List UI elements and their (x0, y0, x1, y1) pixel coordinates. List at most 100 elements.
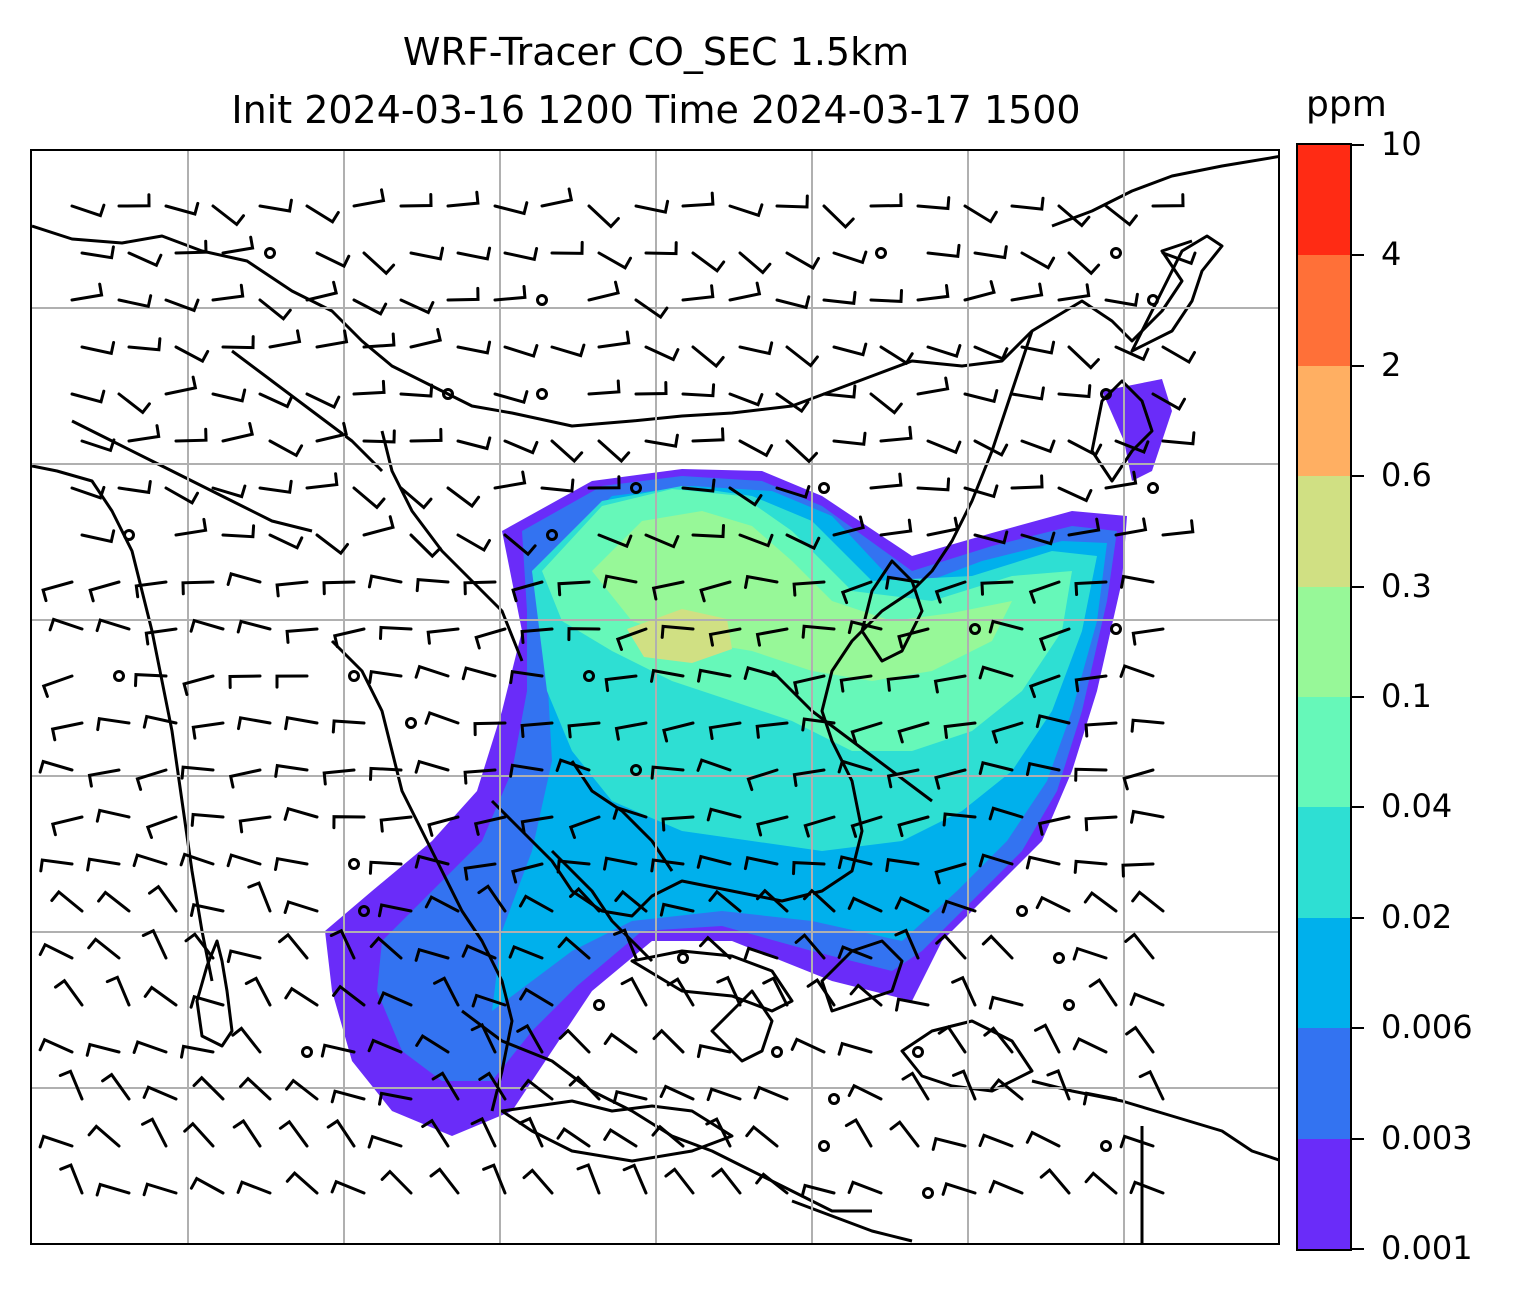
coastline-segment (231, 349, 384, 473)
wind-barb (696, 854, 732, 869)
wind-barb (886, 768, 920, 789)
wind-barb (557, 936, 591, 960)
wind-barb (142, 1182, 178, 1197)
coastline-segment (195, 939, 234, 1048)
wind-barb (70, 389, 106, 404)
wind-barb (587, 280, 620, 302)
calm-wind-marker (630, 482, 642, 494)
wind-barb (470, 1022, 497, 1054)
wind-barb (879, 345, 914, 366)
wind-barb (135, 768, 168, 791)
wind-barb (180, 765, 215, 780)
wind-barb (38, 1134, 74, 1149)
wind-barb (426, 627, 460, 645)
wind-barb (916, 284, 950, 302)
wind-barb (837, 759, 873, 774)
colorbar-tick (1352, 1137, 1364, 1140)
wind-barb (85, 1042, 121, 1057)
wind-barb (620, 976, 648, 1007)
wind-barb (516, 1023, 544, 1054)
coastline-segment (630, 949, 794, 1013)
wind-barb (117, 294, 153, 309)
colorbar-segment (1298, 917, 1350, 1029)
wind-barb (743, 666, 779, 680)
wind-barb (801, 624, 836, 639)
colorbar-unit-label: ppm (1306, 84, 1387, 125)
wind-barb (424, 895, 460, 913)
colorbar-tick-label: 0.006 (1381, 1008, 1473, 1047)
wind-barb (990, 1077, 1024, 1101)
wind-barb (706, 1087, 742, 1102)
wind-barb (1037, 815, 1071, 836)
wind-barb (511, 862, 544, 884)
wind-barb (184, 932, 215, 960)
wind-barb (211, 283, 245, 302)
wind-barb (1074, 767, 1108, 782)
wind-barb (1130, 809, 1165, 824)
wind-barb (650, 668, 685, 683)
map-title: WRF-Tracer CO_SEC 1.5km (402, 30, 910, 74)
wind-barb (756, 815, 789, 837)
lat-lon-gridlines (32, 151, 1278, 1243)
wind-barb (285, 1170, 319, 1195)
wind-barb (474, 627, 507, 650)
wind-barb (651, 1124, 685, 1148)
wind-barb (463, 580, 497, 596)
wind-barb (181, 580, 215, 596)
wind-barb (978, 853, 1014, 868)
wind-barb (352, 379, 386, 396)
wind-barb (847, 1180, 883, 1195)
wind-barb (897, 721, 930, 744)
wind-barb (832, 431, 867, 446)
wind-barb (164, 375, 198, 396)
wind-barb (399, 193, 433, 208)
wind-barb (792, 768, 826, 787)
wind-barb (978, 760, 1014, 775)
wind-barb (775, 194, 809, 209)
coastline-segment (1031, 1079, 1278, 1162)
wind-barb (117, 392, 151, 415)
wind-barb (587, 475, 621, 490)
wind-barb (681, 284, 715, 302)
plume-level-1-north (1102, 379, 1172, 481)
coastline-segment (1130, 234, 1224, 353)
wind-barb (612, 805, 648, 820)
wind-barb (1057, 283, 1091, 302)
wind-barb (380, 1169, 413, 1195)
wind-barb (142, 1085, 178, 1101)
wind-barb (728, 203, 764, 218)
wind-barb (503, 533, 537, 557)
wind-barb (493, 285, 527, 302)
wind-barb (963, 280, 996, 302)
wind-barb (228, 768, 262, 789)
wind-barb (897, 815, 930, 838)
wind-barb (164, 201, 200, 216)
wind-barb (587, 379, 621, 396)
wind-barb (555, 758, 591, 772)
wind-barb (379, 625, 413, 640)
wind-barb (503, 247, 539, 262)
wind-barb (792, 861, 826, 876)
wind-barb (275, 580, 309, 598)
calm-wind-marker (818, 482, 830, 494)
wind-barb (793, 674, 826, 695)
wind-barb (556, 859, 591, 874)
wind-barb (221, 422, 255, 443)
colorbar-segment (1298, 475, 1350, 587)
wind-barb (681, 191, 715, 208)
wind-barb (369, 936, 403, 960)
wind-barb (332, 815, 366, 830)
wind-barb (1057, 486, 1093, 503)
wind-barb (659, 1084, 695, 1101)
wind-barb (456, 340, 492, 355)
wind-barb (473, 815, 507, 836)
wind-barb (164, 486, 199, 505)
wind-barb (244, 976, 272, 1007)
wind-barb (305, 392, 341, 410)
wind-barb (86, 857, 121, 872)
wind-barb (837, 855, 873, 870)
wind-barb (509, 670, 544, 685)
wind-barb (840, 580, 873, 605)
coastline-segment (32, 224, 1193, 428)
wind-barb (664, 1167, 695, 1195)
